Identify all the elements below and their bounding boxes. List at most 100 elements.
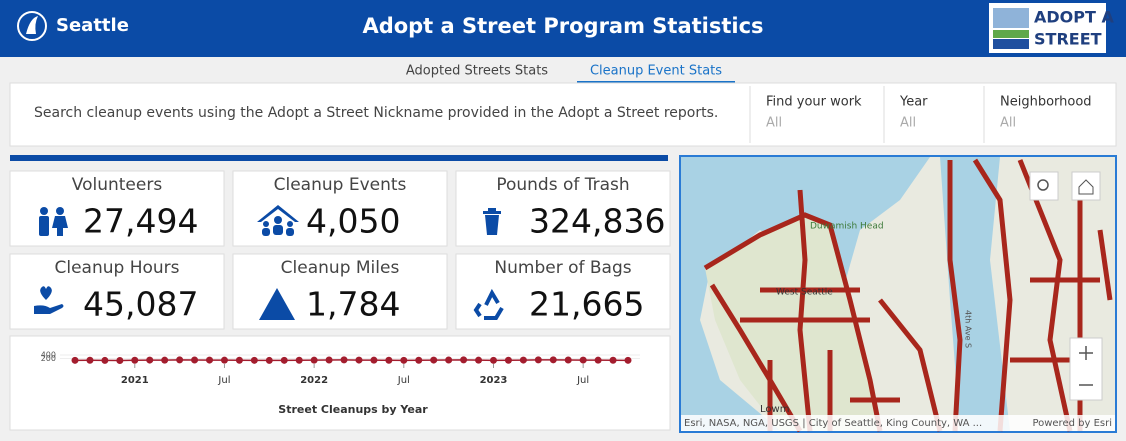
attribution-bar (681, 415, 1115, 431)
accent-bar (10, 155, 668, 161)
point (176, 356, 184, 364)
stat-value: 21,665 (529, 285, 644, 324)
stat-label: Cleanup Hours (54, 258, 179, 278)
streets (703, 158, 1113, 433)
filter-value[interactable]: All (900, 116, 916, 131)
stat-value: 45,087 (83, 285, 198, 324)
stat-label: Volunteers (72, 175, 163, 195)
stat-label: Pounds of Trash (496, 175, 629, 195)
point (624, 356, 632, 364)
header-bar (0, 0, 1126, 57)
point (250, 356, 258, 364)
search-button[interactable] (1029, 171, 1059, 201)
x-tick-label: 2023 (480, 375, 508, 386)
map-label: 4th Ave S (964, 310, 973, 348)
logo-grass (993, 30, 1029, 38)
stat-value: 1,784 (306, 285, 400, 324)
tab[interactable]: Adopted Streets Stats (406, 64, 548, 79)
map-label: Lowm (760, 404, 789, 415)
point (549, 356, 557, 364)
point (489, 356, 497, 364)
zoom-glyphs (1079, 346, 1093, 386)
logo-text: ADOPT A (1034, 8, 1114, 27)
land (705, 215, 880, 431)
logo-street (993, 39, 1029, 49)
filter-value[interactable]: All (1000, 116, 1016, 131)
point (86, 356, 94, 364)
point (504, 356, 512, 364)
point (519, 356, 527, 364)
y-tick-label: 400 (41, 351, 56, 360)
line (74, 359, 629, 362)
point (460, 356, 468, 364)
city-logo (17, 11, 47, 41)
y-tick-label: 200 (41, 354, 56, 363)
point (564, 356, 572, 364)
stat-value: 324,836 (529, 202, 665, 241)
x-tick-label: 2021 (121, 375, 149, 386)
hours-icon (34, 286, 64, 314)
point (265, 356, 273, 364)
bags-icon (473, 288, 504, 320)
point (415, 356, 423, 364)
point (400, 356, 408, 364)
page-title: Adopt a Street Program Statistics (362, 14, 763, 38)
point (235, 356, 243, 364)
map[interactable]: Duwamish Head West Seattle 4th Ave S Low… (679, 155, 1117, 433)
point (355, 356, 363, 364)
point (191, 356, 199, 364)
point (280, 356, 288, 364)
stat-value: 27,494 (83, 202, 198, 241)
events-icon (257, 205, 299, 236)
volunteers-icon (39, 207, 68, 236)
point (385, 356, 393, 364)
water (681, 157, 930, 430)
point (340, 356, 348, 364)
x-tick-label: Jul (217, 375, 230, 386)
chart-title: Street Cleanups by Year (278, 403, 428, 416)
city-logo-mark (26, 16, 38, 34)
point (116, 357, 124, 365)
miles-icon (259, 288, 295, 320)
powered-by[interactable]: Powered by Esri (1032, 418, 1112, 429)
point (101, 356, 109, 364)
point (131, 356, 139, 364)
tab-active[interactable]: Cleanup Event Stats (590, 64, 722, 79)
search-prompt: Search cleanup events using the Adopt a … (34, 105, 718, 121)
search-panel (9, 82, 1117, 147)
point (475, 356, 483, 364)
filter-label[interactable]: Year (899, 95, 928, 110)
home-glyph (1078, 179, 1094, 195)
point (430, 356, 438, 364)
tab-underline (577, 81, 735, 83)
filter-label[interactable]: Find your work (766, 95, 862, 110)
point (534, 356, 542, 364)
point (161, 356, 169, 364)
point (206, 356, 214, 364)
point (579, 356, 587, 364)
search-glyph (1037, 179, 1049, 191)
logo-text: STREET (1034, 30, 1102, 49)
point (325, 356, 333, 364)
logo-skyline (993, 8, 1029, 28)
attribution: Esri, NASA, NGA, USGS | City of Seattle,… (684, 418, 982, 429)
trash-icon (483, 208, 501, 235)
filter-value[interactable]: All (766, 116, 782, 131)
home-button[interactable] (1071, 171, 1101, 201)
point (295, 356, 303, 364)
chart-panel (9, 335, 671, 431)
city-name: Seattle (56, 15, 129, 36)
point (609, 356, 617, 364)
filter-label[interactable]: Neighborhood (1000, 95, 1092, 110)
stat-value: 4,050 (306, 202, 400, 241)
point (310, 356, 318, 364)
point (594, 356, 602, 364)
point (445, 356, 453, 364)
map-label: Duwamish Head (810, 222, 884, 232)
icons (34, 205, 504, 320)
point (71, 356, 79, 364)
stat-label: Cleanup Events (274, 175, 407, 195)
stat-label: Number of Bags (494, 258, 631, 278)
